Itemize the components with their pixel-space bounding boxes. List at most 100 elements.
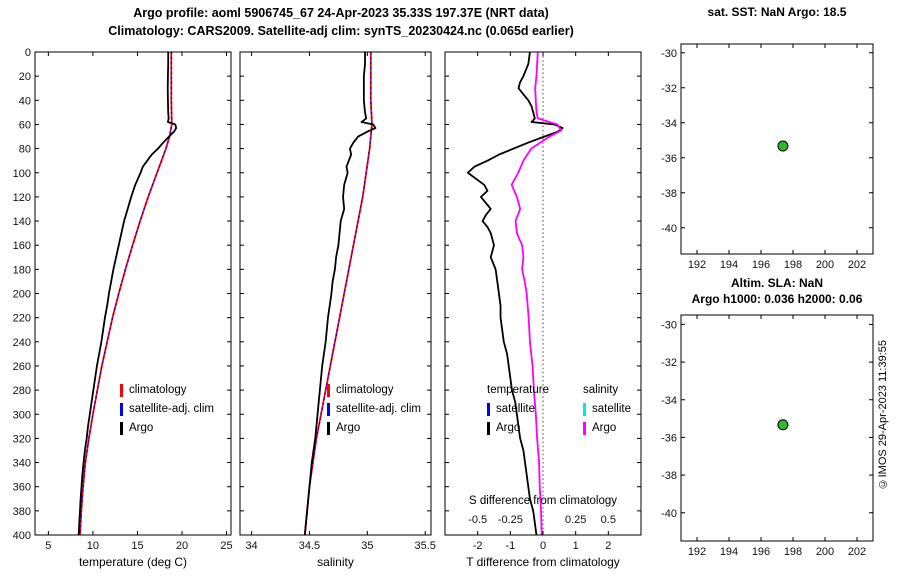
climatology-line-swatch <box>120 384 123 397</box>
svg-text:202: 202 <box>848 259 866 271</box>
legend-label: climatology <box>129 384 187 396</box>
svg-text:5: 5 <box>45 540 51 552</box>
svg-text:35.5: 35.5 <box>415 540 436 552</box>
salinity-legend: climatology satellite-adj. clim Argo <box>327 384 421 435</box>
svg-text:-2: -2 <box>473 540 483 552</box>
svg-text:60: 60 <box>19 119 31 131</box>
svg-text:-34: -34 <box>661 395 677 407</box>
svg-text:200: 200 <box>816 546 834 558</box>
svg-text:1: 1 <box>573 540 579 552</box>
temperature-axis-label: temperature (deg C) <box>78 555 188 569</box>
svg-text:-30: -30 <box>661 48 677 60</box>
sla-map-title-line2: Argo h1000: 0.036 h2000: 0.06 <box>691 292 863 306</box>
satellite-adj-clim-line-swatch <box>120 403 123 416</box>
svg-text:15: 15 <box>131 540 143 552</box>
svg-text:40: 40 <box>19 95 31 107</box>
legend-item-satellite: satellite <box>487 403 549 416</box>
svg-text:0.25: 0.25 <box>565 514 586 526</box>
svg-text:-1: -1 <box>505 540 515 552</box>
satellite-adj-clim-line-swatch <box>327 403 330 416</box>
svg-text:34.5: 34.5 <box>299 540 320 552</box>
svg-text:194: 194 <box>720 259 738 271</box>
t-difference-axis-label: T difference from climatology <box>466 555 620 569</box>
svg-text:-38: -38 <box>661 470 677 482</box>
svg-text:300: 300 <box>13 409 31 421</box>
argo-line-swatch <box>327 422 330 435</box>
svg-text:-40: -40 <box>661 223 677 235</box>
argo-magenta-line-swatch <box>583 422 586 435</box>
legend-label: satellite <box>496 403 535 415</box>
legend-item-argo: Argo <box>120 422 214 435</box>
svg-text:400: 400 <box>13 530 31 542</box>
legend-item-argo: Argo <box>583 422 631 435</box>
imos-watermark: ©IMOS 29-Apr-2023 11:39:55 <box>877 340 889 490</box>
legend-item-satellite-adj-clim: satellite-adj. clim <box>120 403 214 416</box>
svg-text:120: 120 <box>13 192 31 204</box>
legend-label: climatology <box>336 384 394 396</box>
svg-text:10: 10 <box>87 540 99 552</box>
svg-text:360: 360 <box>13 482 31 494</box>
svg-text:100: 100 <box>13 168 31 180</box>
figure-title-line2: Climatology: CARS2009. Satellite-adj cli… <box>108 24 574 38</box>
legend-item-climatology: climatology <box>327 384 421 397</box>
legend-item-climatology: climatology <box>120 384 214 397</box>
temperature-legend: climatology satellite-adj. clim Argo <box>120 384 214 435</box>
svg-text:192: 192 <box>688 546 706 558</box>
legend-item-satellite-adj-clim: satellite-adj. clim <box>327 403 421 416</box>
svg-text:196: 196 <box>752 259 770 271</box>
legend-item-satellite: satellite <box>583 403 631 416</box>
difference-salinity-legend: salinity satellite Argo <box>583 384 631 435</box>
legend-label: Argo <box>336 422 361 434</box>
satellite-line-swatch <box>487 403 490 416</box>
svg-text:2: 2 <box>605 540 611 552</box>
svg-text:260: 260 <box>13 361 31 373</box>
svg-text:-32: -32 <box>661 83 677 95</box>
svg-text:340: 340 <box>13 458 31 470</box>
sla-map-title-line1: Altim. SLA: NaN <box>730 276 823 290</box>
svg-text:180: 180 <box>13 264 31 276</box>
svg-text:140: 140 <box>13 216 31 228</box>
svg-text:80: 80 <box>19 144 31 156</box>
legend-label: Argo <box>592 422 617 434</box>
svg-text:-32: -32 <box>661 357 677 369</box>
legend-group-title: salinity <box>583 384 619 396</box>
svg-text:20: 20 <box>176 540 188 552</box>
svg-text:202: 202 <box>848 546 866 558</box>
svg-text:34: 34 <box>245 540 257 552</box>
svg-text:280: 280 <box>13 385 31 397</box>
svg-text:320: 320 <box>13 433 31 445</box>
s-difference-inner-label: S difference from climatology <box>468 495 618 507</box>
svg-text:-30: -30 <box>661 319 677 331</box>
svg-text:220: 220 <box>13 313 31 325</box>
svg-text:0.5: 0.5 <box>601 514 616 526</box>
svg-text:35: 35 <box>361 540 373 552</box>
svg-text:198: 198 <box>784 546 802 558</box>
salinity-axis-label: salinity <box>317 555 354 569</box>
legend-label: Argo <box>496 422 521 434</box>
satellite-line-swatch <box>583 403 586 416</box>
svg-text:-40: -40 <box>661 508 677 520</box>
legend-label: satellite-adj. clim <box>129 403 214 415</box>
legend-label: Argo <box>129 422 154 434</box>
svg-text:-34: -34 <box>661 118 677 130</box>
sst-map-title: sat. SST: NaN Argo: 18.5 <box>707 5 847 19</box>
legend-group-title: temperature <box>487 384 550 396</box>
svg-text:196: 196 <box>752 546 770 558</box>
difference-temperature-legend: temperature satellite Argo <box>487 384 549 435</box>
svg-text:-36: -36 <box>661 153 677 165</box>
svg-text:194: 194 <box>720 546 738 558</box>
svg-text:25: 25 <box>220 540 232 552</box>
svg-text:200: 200 <box>13 289 31 301</box>
svg-text:380: 380 <box>13 506 31 518</box>
svg-text:20: 20 <box>19 71 31 83</box>
svg-text:200: 200 <box>816 259 834 271</box>
svg-text:240: 240 <box>13 337 31 349</box>
legend-item-argo: Argo <box>487 422 549 435</box>
svg-text:-0.5: -0.5 <box>468 514 487 526</box>
climatology-line-swatch <box>327 384 330 397</box>
legend-label: satellite <box>592 403 631 415</box>
svg-text:160: 160 <box>13 240 31 252</box>
svg-text:-38: -38 <box>661 188 677 200</box>
